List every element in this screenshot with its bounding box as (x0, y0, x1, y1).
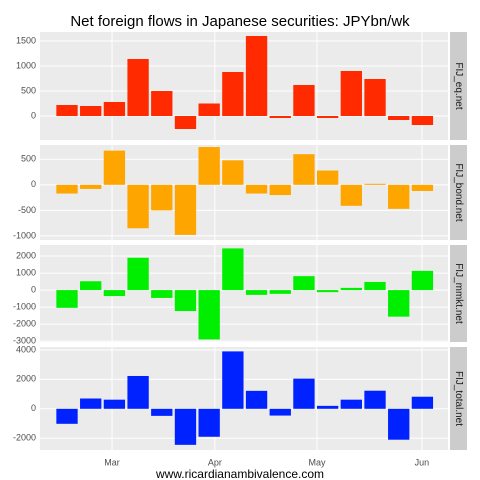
bar (293, 378, 315, 409)
bar (80, 106, 102, 116)
y-tick-label: 0 (31, 110, 36, 120)
y-tick-label: 2000 (16, 250, 36, 260)
facet-strip (450, 347, 467, 450)
bar (103, 150, 126, 185)
bar (388, 290, 410, 317)
bar (222, 351, 244, 409)
bar (198, 408, 220, 437)
bar (222, 160, 244, 185)
bar (151, 91, 173, 116)
bar (340, 184, 362, 206)
bar (198, 290, 220, 340)
bar (293, 154, 315, 185)
bar (293, 276, 315, 291)
bar (269, 116, 291, 118)
x-tick-label: Jun (415, 457, 430, 467)
bar (411, 396, 434, 409)
bar (174, 116, 197, 129)
y-tick-label: 0 (31, 403, 36, 413)
bar (316, 405, 339, 409)
facet-strip (450, 145, 467, 240)
bar (316, 116, 339, 118)
bar (80, 281, 102, 291)
panel-background (40, 245, 448, 342)
bar (245, 390, 268, 409)
bar (198, 103, 220, 116)
y-tick-label: -2000 (13, 433, 36, 443)
bar (245, 184, 268, 194)
y-tick-label: 0 (31, 179, 36, 189)
bar (269, 408, 291, 416)
bar (364, 79, 386, 116)
bar (80, 398, 102, 409)
bar (127, 59, 149, 116)
bar (174, 184, 197, 235)
bar (388, 408, 410, 440)
bar (127, 184, 149, 229)
bar (364, 183, 386, 185)
bar (364, 390, 386, 409)
bar (340, 287, 362, 291)
bar (269, 290, 291, 294)
bar (222, 248, 244, 291)
bar (411, 184, 434, 191)
bar (151, 290, 173, 298)
bar (293, 85, 315, 116)
bar (174, 290, 197, 312)
bar (56, 184, 78, 194)
y-tick-label: 500 (21, 85, 36, 95)
x-tick-label: Apr (208, 457, 222, 467)
bar (174, 408, 197, 445)
facet-label: FIJ_eq.net (453, 62, 464, 109)
bar (340, 71, 362, 116)
bar (127, 375, 149, 409)
y-tick-label: -2000 (13, 319, 36, 329)
bar (127, 257, 149, 291)
bar (245, 36, 268, 116)
bar (316, 290, 339, 293)
bar (340, 399, 362, 409)
panel-background (40, 32, 448, 140)
facet-label: FIJ_total.net (453, 371, 464, 426)
y-tick-label: 1000 (16, 60, 36, 70)
bar (103, 102, 126, 116)
y-tick-label: -1000 (13, 301, 36, 311)
chart-title: Net foreign flows in Japanese securities… (70, 13, 410, 30)
bar (388, 116, 410, 120)
bar (388, 184, 410, 209)
facet-label: FIJ_bond.net (453, 163, 464, 222)
facet-strip (450, 32, 467, 140)
bar (245, 290, 268, 295)
bar (56, 105, 78, 116)
bar (411, 270, 434, 291)
y-tick-label: -500 (18, 205, 36, 215)
bar (56, 408, 78, 424)
bar (269, 184, 291, 196)
y-tick-label: 1000 (16, 267, 36, 277)
bar (56, 290, 78, 308)
y-tick-label: 1500 (16, 35, 36, 45)
y-tick-label: -1000 (13, 230, 36, 240)
bar (222, 72, 244, 116)
bar (316, 170, 339, 185)
bar (364, 281, 386, 291)
caption: www.ricardianambivalence.com (155, 467, 324, 480)
bar (80, 184, 102, 189)
y-tick-label: 4000 (16, 344, 36, 354)
x-tick-label: May (308, 457, 326, 467)
bar (151, 408, 173, 416)
y-tick-label: 500 (21, 154, 36, 164)
bar (151, 184, 173, 211)
x-tick-label: Mar (104, 457, 120, 467)
bar (411, 116, 434, 125)
bar (103, 290, 126, 297)
y-tick-label: 2000 (16, 374, 36, 384)
y-tick-label: 0 (31, 284, 36, 294)
y-tick-label: -3000 (13, 336, 36, 346)
bar (198, 147, 220, 185)
facet-label: FIJ_mmkt.net (453, 263, 464, 324)
bar (103, 399, 126, 409)
facet-strip (450, 245, 467, 342)
